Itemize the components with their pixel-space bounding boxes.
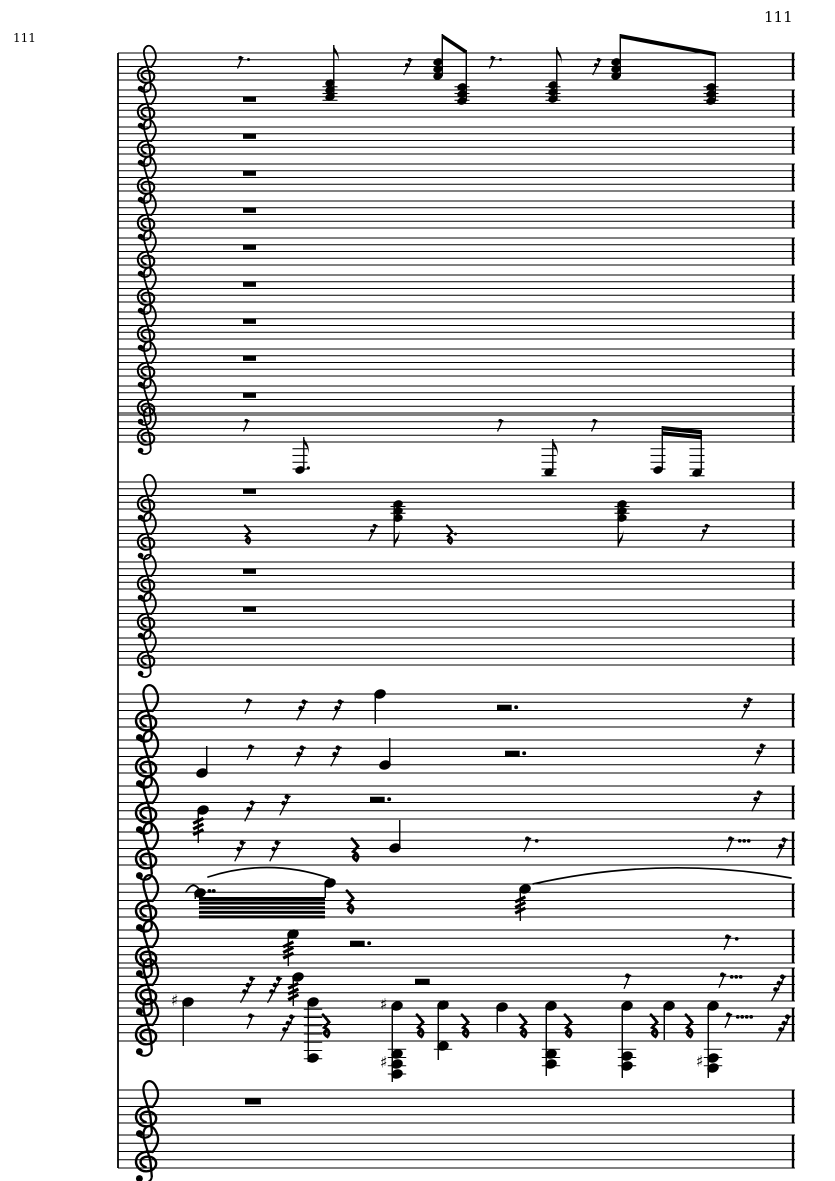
staff-21 xyxy=(118,866,795,933)
staff-19 xyxy=(118,776,795,843)
staff-18 xyxy=(118,730,795,789)
staff-15 xyxy=(118,591,795,640)
staff-3 xyxy=(118,118,795,167)
staff-13 xyxy=(118,500,795,560)
staff-9 xyxy=(118,340,795,389)
staff-10 xyxy=(118,377,795,426)
staff-12 xyxy=(118,473,795,522)
staff-6 xyxy=(118,229,795,278)
staff-20 xyxy=(118,820,795,881)
page-number: 111 xyxy=(764,8,793,26)
staff-2 xyxy=(118,81,795,130)
svg-text:♯: ♯ xyxy=(171,991,179,1010)
staff-16 xyxy=(118,629,795,678)
staff-1 xyxy=(118,34,795,105)
staff-17 xyxy=(118,684,795,743)
staff-5 xyxy=(118,192,795,241)
staff-7 xyxy=(118,266,795,315)
staff-23: ♯ xyxy=(118,958,795,1063)
staff-14 xyxy=(118,553,795,602)
svg-text:♯: ♯ xyxy=(380,995,388,1014)
staff-24: ♯ ♯ ♯ xyxy=(118,995,795,1082)
staff-22 xyxy=(118,920,795,979)
svg-text:♯: ♯ xyxy=(696,1052,704,1071)
staff-11 xyxy=(118,406,795,477)
staff-4 xyxy=(118,155,795,204)
svg-text:♯: ♯ xyxy=(380,1053,388,1072)
staff-26 xyxy=(118,1125,795,1181)
measure-number: 111 xyxy=(13,31,36,45)
staff-25 xyxy=(118,1080,795,1139)
staff-8 xyxy=(118,303,795,352)
